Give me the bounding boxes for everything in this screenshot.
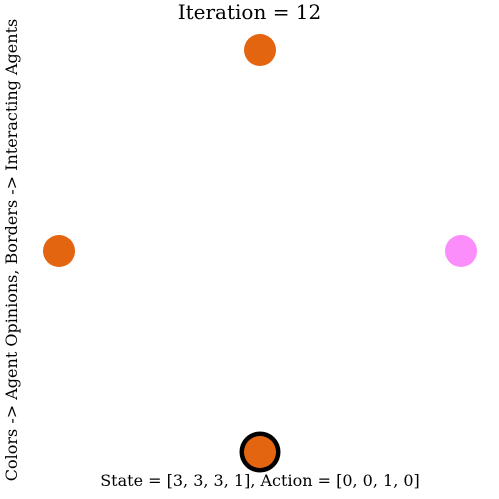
state-action-caption: State = [3, 3, 3, 1], Action = [0, 0, 1,…	[100, 471, 420, 490]
agent-bottom-interaction-border	[239, 431, 281, 473]
agent-left	[43, 235, 75, 267]
agents-layer	[43, 34, 477, 473]
agent-bottom	[244, 436, 276, 468]
plot-title: Iteration = 12	[177, 0, 322, 24]
agent-top	[244, 34, 276, 66]
agent-right	[445, 235, 477, 267]
side-axis-label: Colors -> Agent Opinions, Borders -> Int…	[2, 18, 21, 482]
